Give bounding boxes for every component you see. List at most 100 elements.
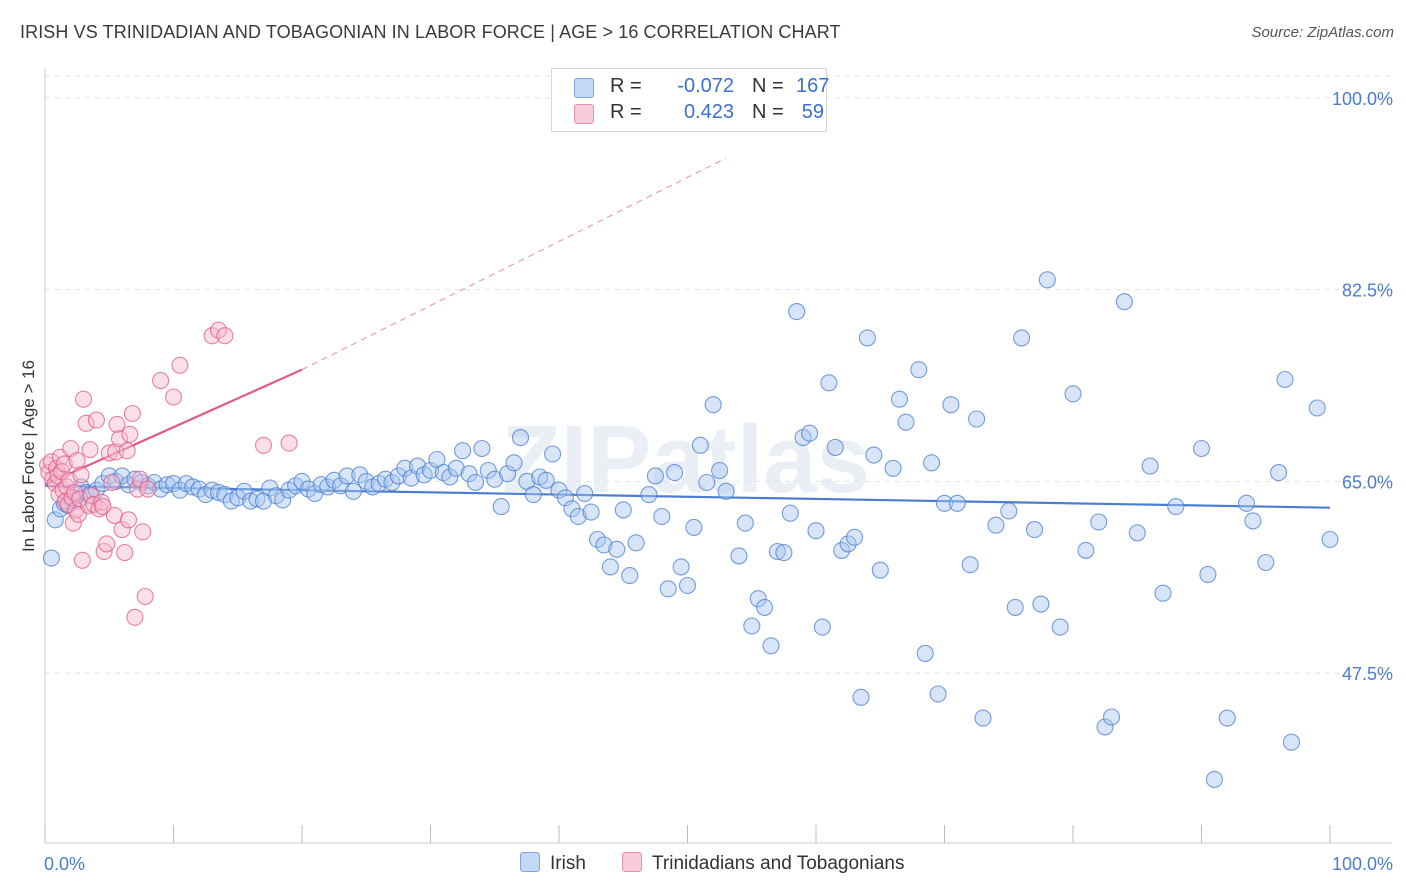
data-point-irish xyxy=(640,486,658,504)
data-point-irish xyxy=(910,361,928,379)
x-tick-label: 0.0% xyxy=(44,854,85,874)
data-point-trinidadian xyxy=(77,414,95,432)
data-point-trinidadian xyxy=(152,372,170,390)
trend-line-irish xyxy=(44,484,1331,509)
data-point-trinidadian xyxy=(254,436,273,454)
data-point-irish xyxy=(736,514,754,532)
data-point-irish xyxy=(421,461,440,480)
chart-title: IRISH VS TRINIDADIAN AND TOBAGONIAN IN L… xyxy=(20,22,841,42)
data-point-irish xyxy=(1244,512,1262,530)
data-point-irish xyxy=(454,442,472,460)
data-point-irish xyxy=(396,459,414,477)
data-point-trinidadian xyxy=(64,514,82,532)
data-point-irish xyxy=(344,482,362,500)
data-point-trinidadian xyxy=(164,388,183,406)
data-point-irish xyxy=(1154,584,1172,602)
data-point-irish xyxy=(743,617,761,635)
data-point-irish xyxy=(1077,541,1095,559)
data-point-irish xyxy=(826,438,844,456)
data-point-irish xyxy=(768,542,786,561)
data-point-irish xyxy=(704,396,722,414)
data-point-irish xyxy=(338,467,356,485)
data-point-irish xyxy=(1321,530,1339,549)
data-point-irish xyxy=(113,467,131,485)
data-point-irish xyxy=(678,576,697,595)
data-point-trinidadian xyxy=(98,535,116,553)
data-point-irish xyxy=(1141,457,1159,475)
data-point-trinidadian xyxy=(126,608,144,626)
data-point-irish xyxy=(1013,329,1031,347)
data-point-irish xyxy=(492,498,510,516)
tick-labels: 100.0% 82.5% 65.0% 47.5% 0.0% 100.0% xyxy=(44,89,1393,874)
data-point-irish xyxy=(1064,385,1082,403)
data-point-trinidadian xyxy=(128,480,147,498)
data-point-irish xyxy=(209,483,228,501)
data-point-irish xyxy=(319,478,337,496)
y-tick-label: 65.0% xyxy=(1342,472,1393,492)
data-point-irish xyxy=(788,303,806,321)
data-point-irish xyxy=(216,486,234,504)
trend-lines xyxy=(44,157,1331,509)
data-point-irish xyxy=(46,511,64,529)
data-point-irish xyxy=(749,590,767,608)
gridlines xyxy=(45,75,1392,674)
data-point-trinidadian xyxy=(118,442,136,460)
data-point-irish xyxy=(511,429,530,447)
legend-r-label: R = xyxy=(610,101,642,123)
data-point-irish xyxy=(242,492,260,510)
data-point-irish xyxy=(775,544,793,562)
data-point-irish xyxy=(666,464,684,482)
data-point-irish xyxy=(312,476,330,494)
data-point-trinidadian xyxy=(139,480,157,498)
data-point-trinidadian xyxy=(72,466,90,484)
data-point-irish xyxy=(852,688,870,706)
data-point-irish xyxy=(556,489,574,507)
legend-n-value: 167 xyxy=(796,75,830,97)
data-point-irish xyxy=(164,475,183,493)
data-point-irish xyxy=(672,558,690,576)
data-point-irish xyxy=(730,547,748,565)
bottom-legend-label-trinidadian: Trinidadians and Tobagonians xyxy=(652,853,905,874)
bottom-legend-swatch-irish xyxy=(520,852,540,872)
data-point-irish xyxy=(582,503,600,521)
data-point-irish xyxy=(929,685,947,703)
data-point-irish xyxy=(1167,498,1185,516)
data-point-irish xyxy=(171,481,189,499)
data-point-irish xyxy=(486,470,504,488)
data-point-irish xyxy=(653,507,671,526)
data-point-irish xyxy=(621,567,639,585)
data-point-irish xyxy=(274,491,292,509)
data-point-irish xyxy=(229,489,247,507)
data-point-irish xyxy=(1038,271,1056,289)
legend-n-label: N = xyxy=(752,101,784,123)
data-point-irish xyxy=(858,329,876,347)
data-point-irish xyxy=(1237,494,1256,512)
bottom-legend-swatch-trinidadian xyxy=(622,852,642,872)
data-point-trinidadian xyxy=(110,430,129,448)
data-point-irish xyxy=(845,528,864,546)
legend-r-value: 0.423 xyxy=(683,101,734,123)
data-point-irish xyxy=(1051,618,1069,636)
data-point-irish xyxy=(466,473,485,492)
data-point-trinidadian xyxy=(136,587,154,606)
data-point-irish xyxy=(890,390,909,408)
data-point-irish xyxy=(576,484,594,503)
bottom-legend-trinidadian: Trinidadians and Tobagonians xyxy=(622,852,904,875)
data-point-trinidadian xyxy=(119,511,138,529)
data-point-irish xyxy=(884,459,902,477)
data-point-irish xyxy=(1090,513,1108,531)
data-point-irish xyxy=(499,465,517,483)
data-point-trinidadian xyxy=(108,415,126,433)
data-point-irish xyxy=(505,454,523,472)
data-point-irish xyxy=(1270,464,1288,482)
data-point-irish xyxy=(537,471,555,489)
data-point-irish xyxy=(659,580,677,598)
data-point-irish xyxy=(1115,293,1133,311)
data-point-irish xyxy=(203,481,221,499)
data-point-irish xyxy=(968,410,986,428)
data-point-irish xyxy=(923,454,941,472)
data-point-irish xyxy=(1199,565,1217,584)
data-point-irish xyxy=(916,644,934,662)
data-point-irish xyxy=(1276,370,1294,389)
